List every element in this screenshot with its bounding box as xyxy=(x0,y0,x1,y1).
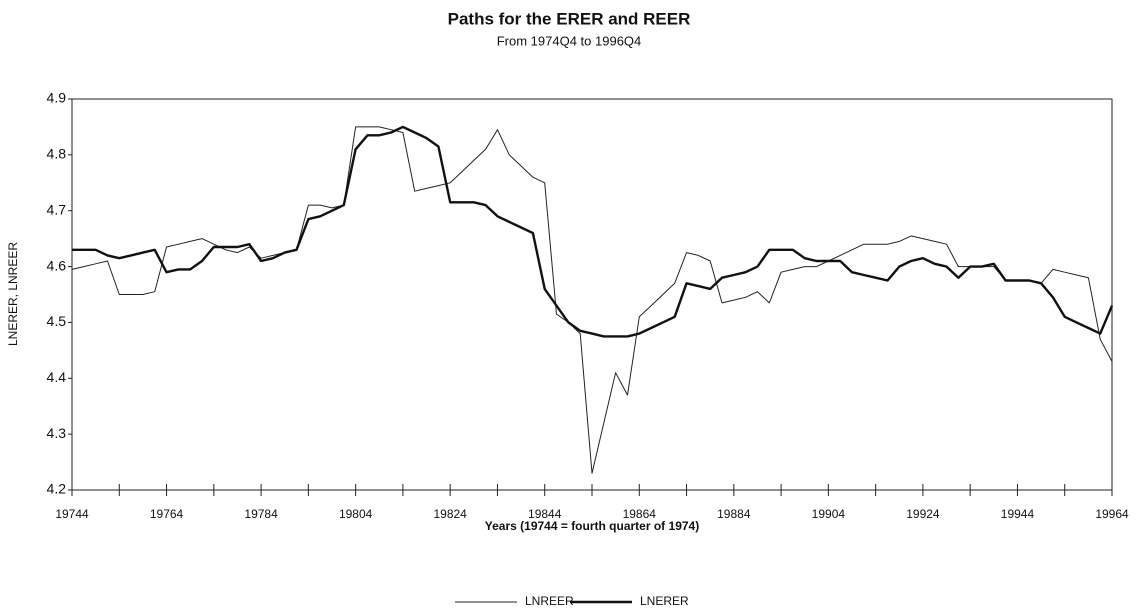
y-tick-label: 4.8 xyxy=(47,146,67,162)
y-tick-label: 4.4 xyxy=(47,369,67,385)
series-line xyxy=(71,126,1113,474)
y-tick-label: 4.2 xyxy=(47,481,67,497)
y-tick-label: 4.9 xyxy=(47,90,67,106)
series-line xyxy=(72,125,1114,338)
legend-label: LNREER xyxy=(525,594,574,608)
y-axis-label: LNERER, LNREER xyxy=(6,242,20,346)
legend-label: LNERER xyxy=(640,594,689,608)
x-tick-label: 19784 xyxy=(244,507,278,521)
x-tick-label: 19884 xyxy=(717,507,751,521)
x-axis-label: Years (19744 = fourth quarter of 1974) xyxy=(485,519,699,533)
x-tick-label: 19864 xyxy=(623,507,657,521)
y-tick-label: 4.6 xyxy=(47,257,67,273)
x-tick-label: 19924 xyxy=(906,507,940,521)
x-tick-label: 19844 xyxy=(528,507,562,521)
y-tick-label: 4.7 xyxy=(47,201,67,217)
x-tick-label: 19804 xyxy=(339,507,373,521)
y-tick-label: 4.3 xyxy=(47,425,67,441)
x-tick-label: 19764 xyxy=(150,507,184,521)
chart-subtitle: From 1974Q4 to 1996Q4 xyxy=(497,33,642,48)
x-tick-label: 19964 xyxy=(1095,507,1129,521)
x-tick-label: 19744 xyxy=(55,507,89,521)
x-tick-label: 19824 xyxy=(433,507,467,521)
plot-frame xyxy=(71,98,1113,491)
x-tick-label: 19904 xyxy=(812,507,846,521)
x-tick-label: 19944 xyxy=(1001,507,1035,521)
y-tick-label: 4.5 xyxy=(47,313,67,329)
chart-title: Paths for the ERER and REER xyxy=(448,9,691,28)
